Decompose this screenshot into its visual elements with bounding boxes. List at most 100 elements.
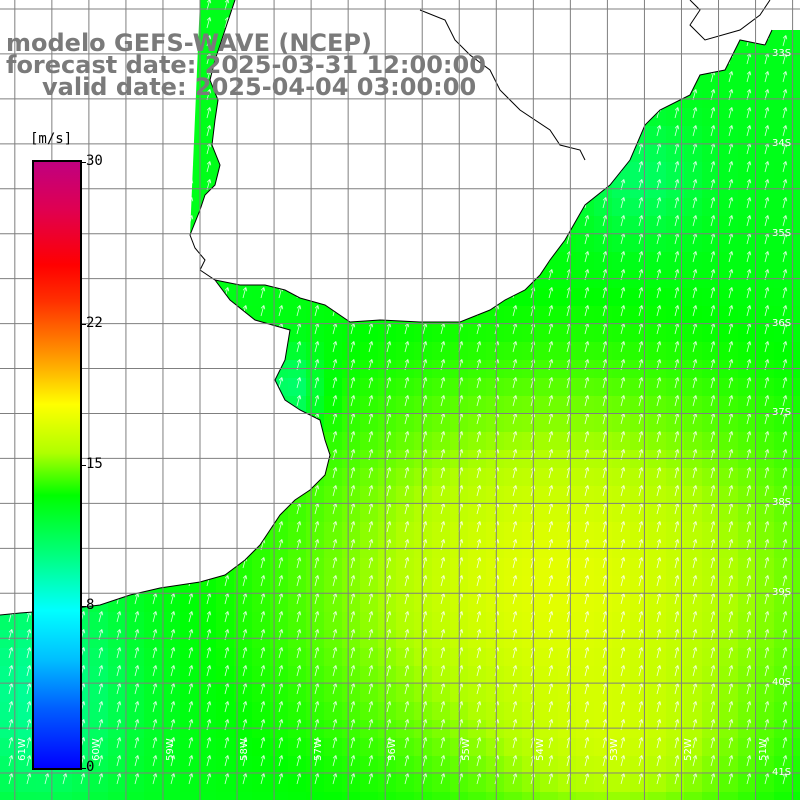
wind-arrow bbox=[782, 89, 788, 101]
wind-arrow bbox=[422, 647, 428, 659]
wind-arrow bbox=[710, 575, 716, 587]
wind-arrow bbox=[584, 341, 590, 353]
wind-arrow bbox=[728, 377, 734, 389]
wind-arrow bbox=[638, 611, 644, 623]
wind-arrow bbox=[764, 377, 770, 389]
wind-arrow bbox=[350, 665, 356, 677]
wind-arrow bbox=[386, 557, 392, 569]
wind-arrow bbox=[728, 251, 734, 263]
wind-arrow bbox=[26, 755, 32, 767]
wind-arrow bbox=[602, 611, 608, 623]
wind-arrow bbox=[314, 593, 320, 605]
wind-arrow bbox=[620, 377, 626, 389]
field-cell bbox=[594, 792, 613, 800]
wind-arrow bbox=[440, 683, 446, 695]
wind-arrow bbox=[764, 647, 770, 659]
lon-label: 52W bbox=[683, 738, 695, 761]
wind-arrow bbox=[242, 647, 248, 659]
wind-arrow bbox=[692, 665, 698, 677]
wind-arrow bbox=[314, 701, 320, 713]
coastline bbox=[0, 0, 773, 616]
wind-arrow bbox=[332, 575, 338, 587]
field-cell bbox=[792, 612, 800, 631]
wind-arrow bbox=[332, 665, 338, 677]
wind-arrow bbox=[728, 107, 734, 119]
wind-arrow bbox=[134, 593, 140, 605]
wind-arrow bbox=[728, 611, 734, 623]
wind-arrow bbox=[26, 773, 32, 785]
wind-arrow bbox=[620, 665, 626, 677]
wind-arrow bbox=[638, 665, 644, 677]
lon-label: 56W bbox=[386, 738, 398, 761]
wind-arrow bbox=[242, 683, 248, 695]
wind-arrow bbox=[512, 737, 518, 749]
wind-arrow bbox=[728, 557, 734, 569]
wind-arrow bbox=[242, 755, 248, 767]
wind-arrow bbox=[584, 701, 590, 713]
wind-arrow bbox=[332, 755, 338, 767]
wind-arrow bbox=[620, 575, 626, 587]
wind-arrow bbox=[98, 755, 104, 767]
colorbar-unit: [m/s] bbox=[30, 131, 73, 147]
wind-arrow bbox=[548, 431, 554, 443]
wind-arrow bbox=[8, 665, 14, 677]
wind-arrow bbox=[746, 593, 752, 605]
wind-arrow bbox=[260, 665, 266, 677]
field-cell bbox=[792, 576, 800, 595]
wind-arrow bbox=[512, 593, 518, 605]
wind-arrow bbox=[782, 125, 788, 137]
wind-arrow bbox=[710, 647, 716, 659]
wind-arrow bbox=[224, 0, 230, 11]
wind-arrow bbox=[440, 575, 446, 587]
lon-label: 55W bbox=[461, 738, 473, 761]
wind-arrow bbox=[728, 647, 734, 659]
wind-arrow bbox=[170, 665, 176, 677]
wind-arrow bbox=[296, 395, 302, 407]
wind-arrow bbox=[440, 773, 446, 785]
wind-arrow bbox=[584, 395, 590, 407]
wind-arrow bbox=[440, 755, 446, 767]
wind-arrow bbox=[386, 575, 392, 587]
wind-arrow bbox=[764, 557, 770, 569]
wind-arrow bbox=[602, 647, 608, 659]
wind-arrow bbox=[602, 593, 608, 605]
wind-arrow bbox=[674, 737, 680, 749]
field-cell bbox=[792, 216, 800, 235]
wind-arrow bbox=[710, 773, 716, 785]
wind-arrow bbox=[98, 773, 104, 785]
wind-arrow bbox=[710, 593, 716, 605]
wind-arrow bbox=[440, 611, 446, 623]
wind-arrow bbox=[656, 647, 662, 659]
wind-arrow bbox=[368, 593, 374, 605]
wind-arrow bbox=[368, 755, 374, 767]
wind-arrow bbox=[620, 755, 626, 767]
wind-arrow bbox=[548, 683, 554, 695]
wind-arrow bbox=[584, 647, 590, 659]
wind-arrow bbox=[620, 521, 626, 533]
wind-arrow bbox=[296, 377, 302, 389]
wind-arrow bbox=[314, 575, 320, 587]
wind-arrow bbox=[764, 341, 770, 353]
wind-arrow bbox=[350, 593, 356, 605]
wind-arrow bbox=[728, 341, 734, 353]
wind-arrow bbox=[764, 71, 770, 83]
wind-arrow bbox=[656, 521, 662, 533]
wind-arrow bbox=[692, 485, 698, 497]
wind-arrow bbox=[638, 557, 644, 569]
wind-arrow bbox=[206, 701, 212, 713]
colorbar-tick-label: 8 bbox=[86, 597, 95, 614]
wind-arrow bbox=[656, 593, 662, 605]
wind-arrow bbox=[692, 125, 698, 137]
wind-arrow bbox=[746, 89, 752, 101]
wind-arrow bbox=[764, 197, 770, 209]
wind-arrow bbox=[368, 575, 374, 587]
wind-arrow bbox=[602, 197, 608, 209]
wind-arrow bbox=[728, 593, 734, 605]
wind-arrow bbox=[368, 431, 374, 443]
wind-arrow bbox=[782, 647, 788, 659]
wind-arrow bbox=[278, 557, 284, 569]
wind-arrow bbox=[332, 557, 338, 569]
wind-arrow bbox=[692, 197, 698, 209]
wind-arrow bbox=[152, 665, 158, 677]
wind-arrow bbox=[476, 557, 482, 569]
